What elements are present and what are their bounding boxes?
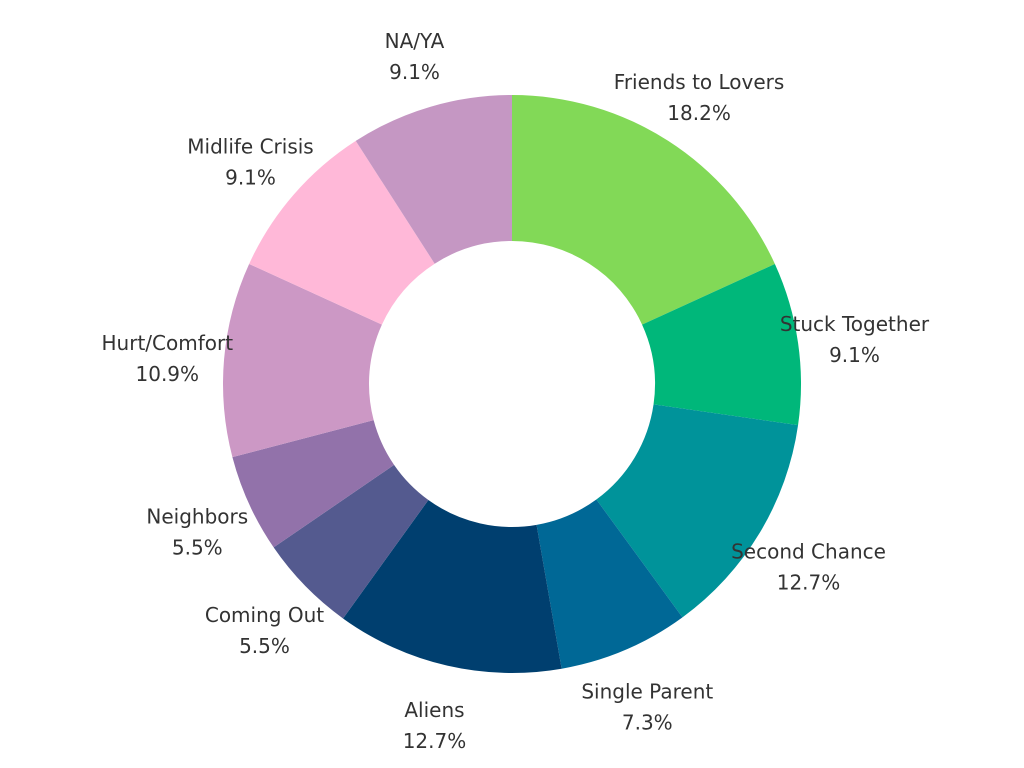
slice-label-single-parent: Single Parent [581,679,713,703]
slice-value-na-ya: 9.1% [389,60,440,84]
slice-hurt-comfort [222,263,382,458]
slices-layer [222,95,801,673]
slice-value-single-parent: 7.3% [622,710,673,734]
slice-label-aliens: Aliens [404,698,464,722]
slice-value-aliens: 12.7% [403,729,467,753]
slice-label-hurt-comfort: Hurt/Comfort [102,331,234,355]
slice-label-stuck-together: Stuck Together [780,312,930,336]
slice-single-parent [536,499,683,669]
slice-value-coming-out: 5.5% [239,634,290,658]
slice-coming-out [273,464,429,619]
slice-na-ya [355,95,512,264]
slice-label-na-ya: NA/YA [385,29,445,53]
slice-midlife-crisis [249,140,435,325]
slice-label-second-chance: Second Chance [731,539,886,563]
slice-label-coming-out: Coming Out [205,603,324,627]
slice-value-hurt-comfort: 10.9% [136,362,200,386]
slice-neighbors [232,420,395,548]
slice-value-second-chance: 12.7% [777,570,841,594]
slice-friends-to-lovers [512,95,775,325]
slice-label-neighbors: Neighbors [146,505,248,529]
labels-layer: Friends to Lovers 18.2% Stuck Together 9.1%… [102,29,930,753]
slice-second-chance [596,404,799,618]
slice-value-friends-to-lovers: 18.2% [667,101,731,125]
slice-value-neighbors: 5.5% [172,536,223,560]
slice-label-midlife-crisis: Midlife Crisis [187,134,313,158]
slice-label-friends-to-lovers: Friends to Lovers [614,70,785,94]
slice-aliens [343,500,562,673]
slice-value-stuck-together: 9.1% [829,343,880,367]
slice-value-midlife-crisis: 9.1% [225,165,276,189]
slice-stuck-together [642,263,801,426]
